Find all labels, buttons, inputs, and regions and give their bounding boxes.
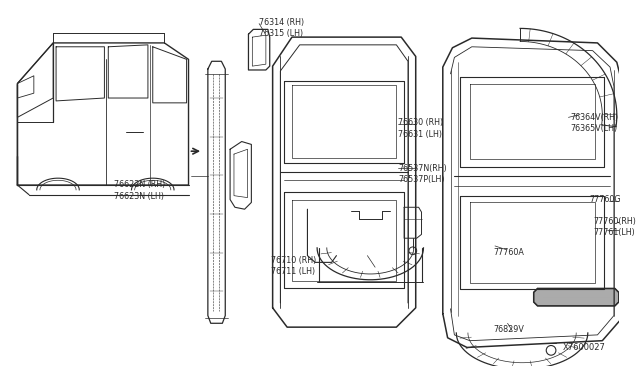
Text: 77760A: 77760A	[493, 248, 524, 257]
Text: 76630 (RH)
76631 (LH): 76630 (RH) 76631 (LH)	[398, 118, 444, 139]
Text: 76364V(RH)
76365V(LH): 76364V(RH) 76365V(LH)	[570, 112, 618, 133]
Text: 76537N(RH)
76537P(LH): 76537N(RH) 76537P(LH)	[398, 164, 447, 184]
Text: X7600027: X7600027	[563, 343, 605, 352]
Text: 77760(RH)
77761(LH): 77760(RH) 77761(LH)	[594, 217, 637, 237]
Text: 76622N (RH)
76623N (LH): 76622N (RH) 76623N (LH)	[114, 180, 165, 201]
Text: 77760G: 77760G	[589, 195, 621, 204]
Text: 76314 (RH)
76315 (LH): 76314 (RH) 76315 (LH)	[259, 18, 304, 38]
Polygon shape	[534, 288, 619, 306]
Text: 76829V: 76829V	[493, 325, 524, 334]
Text: 76710 (RH)
76711 (LH): 76710 (RH) 76711 (LH)	[271, 256, 316, 276]
